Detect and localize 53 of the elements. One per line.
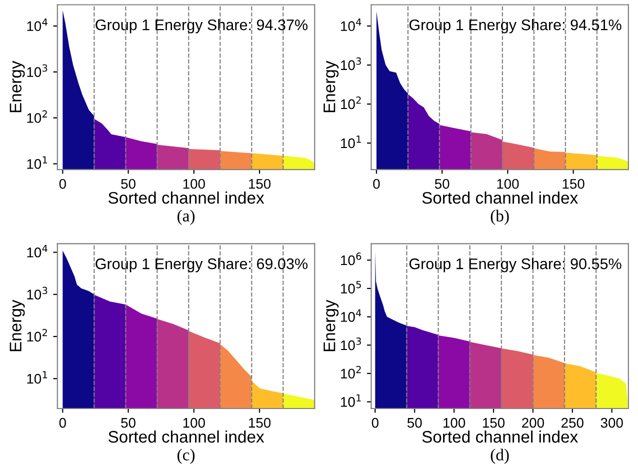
y-tick-label: 10$^{3}$ bbox=[27, 64, 48, 77]
y-tick-label: 10$^{1}$ bbox=[27, 156, 48, 169]
x-tick-label: 100 bbox=[444, 418, 466, 428]
x-tick-label: 0 bbox=[59, 178, 66, 189]
y-tick-label: 10$^{4}$ bbox=[27, 244, 48, 258]
x-tick-label: 50 bbox=[121, 418, 136, 428]
x-axis-title: Sorted channel index bbox=[108, 430, 264, 443]
y-tick-label: 10$^{3}$ bbox=[27, 286, 48, 300]
text: (d) bbox=[490, 448, 509, 464]
text: (a) bbox=[178, 210, 195, 225]
y-tick-label: 10$^{2}$ bbox=[27, 328, 47, 342]
x-tick-label: 300 bbox=[600, 418, 623, 428]
y-axis-title: Energy bbox=[10, 60, 25, 112]
y-tick-label: 10$^{3}$ bbox=[341, 338, 361, 350]
y-tick-label: 10$^{2}$ bbox=[341, 96, 361, 110]
y-tick-label: 10$^{1}$ bbox=[341, 394, 361, 407]
x-tick-label: 100 bbox=[183, 418, 205, 428]
x-tick-label: 50 bbox=[407, 418, 422, 428]
y-axis-title: Energy bbox=[324, 60, 339, 112]
x-tick-label: 0 bbox=[372, 418, 378, 428]
y-tick-label: 10$^{1}$ bbox=[341, 136, 361, 148]
annotation: Group 1 Energy Share: 90.55% bbox=[409, 258, 622, 272]
y-tick-label: 10$^{4}$ bbox=[341, 309, 362, 322]
x-tick-label: 50 bbox=[434, 178, 450, 189]
text: (c) bbox=[178, 448, 195, 464]
y-tick-label: 10$^{5}$ bbox=[341, 280, 361, 294]
annotation: Group 1 Energy Share: 69.03% bbox=[96, 258, 308, 272]
x-tick-label: 0 bbox=[373, 178, 380, 189]
x-axis-title: Sorted channel index bbox=[422, 430, 578, 443]
x-axis-title: Sorted channel index bbox=[422, 192, 578, 204]
annotation: Group 1 Energy Share: 94.51% bbox=[409, 19, 622, 34]
y-tick-label: 10$^{4}$ bbox=[27, 18, 48, 32]
y-tick-label: 10$^{1}$ bbox=[27, 371, 48, 384]
x-tick-label: 200 bbox=[522, 418, 544, 428]
y-tick-label: 10$^{2}$ bbox=[341, 366, 361, 379]
x-tick-label: 150 bbox=[482, 418, 505, 428]
x-tick-label: 100 bbox=[497, 178, 519, 189]
x-tick-label: 100 bbox=[183, 178, 205, 189]
y-tick-label: 10$^{2}$ bbox=[27, 110, 47, 123]
x-tick-label: 50 bbox=[121, 178, 136, 189]
x-tick-label: 150 bbox=[562, 178, 584, 189]
text: (b) bbox=[490, 210, 509, 225]
x-tick-label: 0 bbox=[59, 418, 66, 428]
y-axis-title: Energy bbox=[10, 300, 25, 352]
x-tick-label: 250 bbox=[562, 418, 584, 428]
y-tick-label: 10$^{3}$ bbox=[341, 57, 361, 70]
x-axis-title: Sorted channel index bbox=[108, 192, 264, 204]
y-tick-label: 10$^{6}$ bbox=[341, 252, 362, 266]
y-tick-label: 10$^{4}$ bbox=[341, 18, 362, 32]
y-axis-title: Energy bbox=[324, 300, 339, 352]
annotation: Group 1 Energy Share: 94.37% bbox=[96, 19, 308, 34]
x-tick-label: 150 bbox=[248, 418, 271, 428]
x-tick-label: 150 bbox=[248, 178, 271, 189]
